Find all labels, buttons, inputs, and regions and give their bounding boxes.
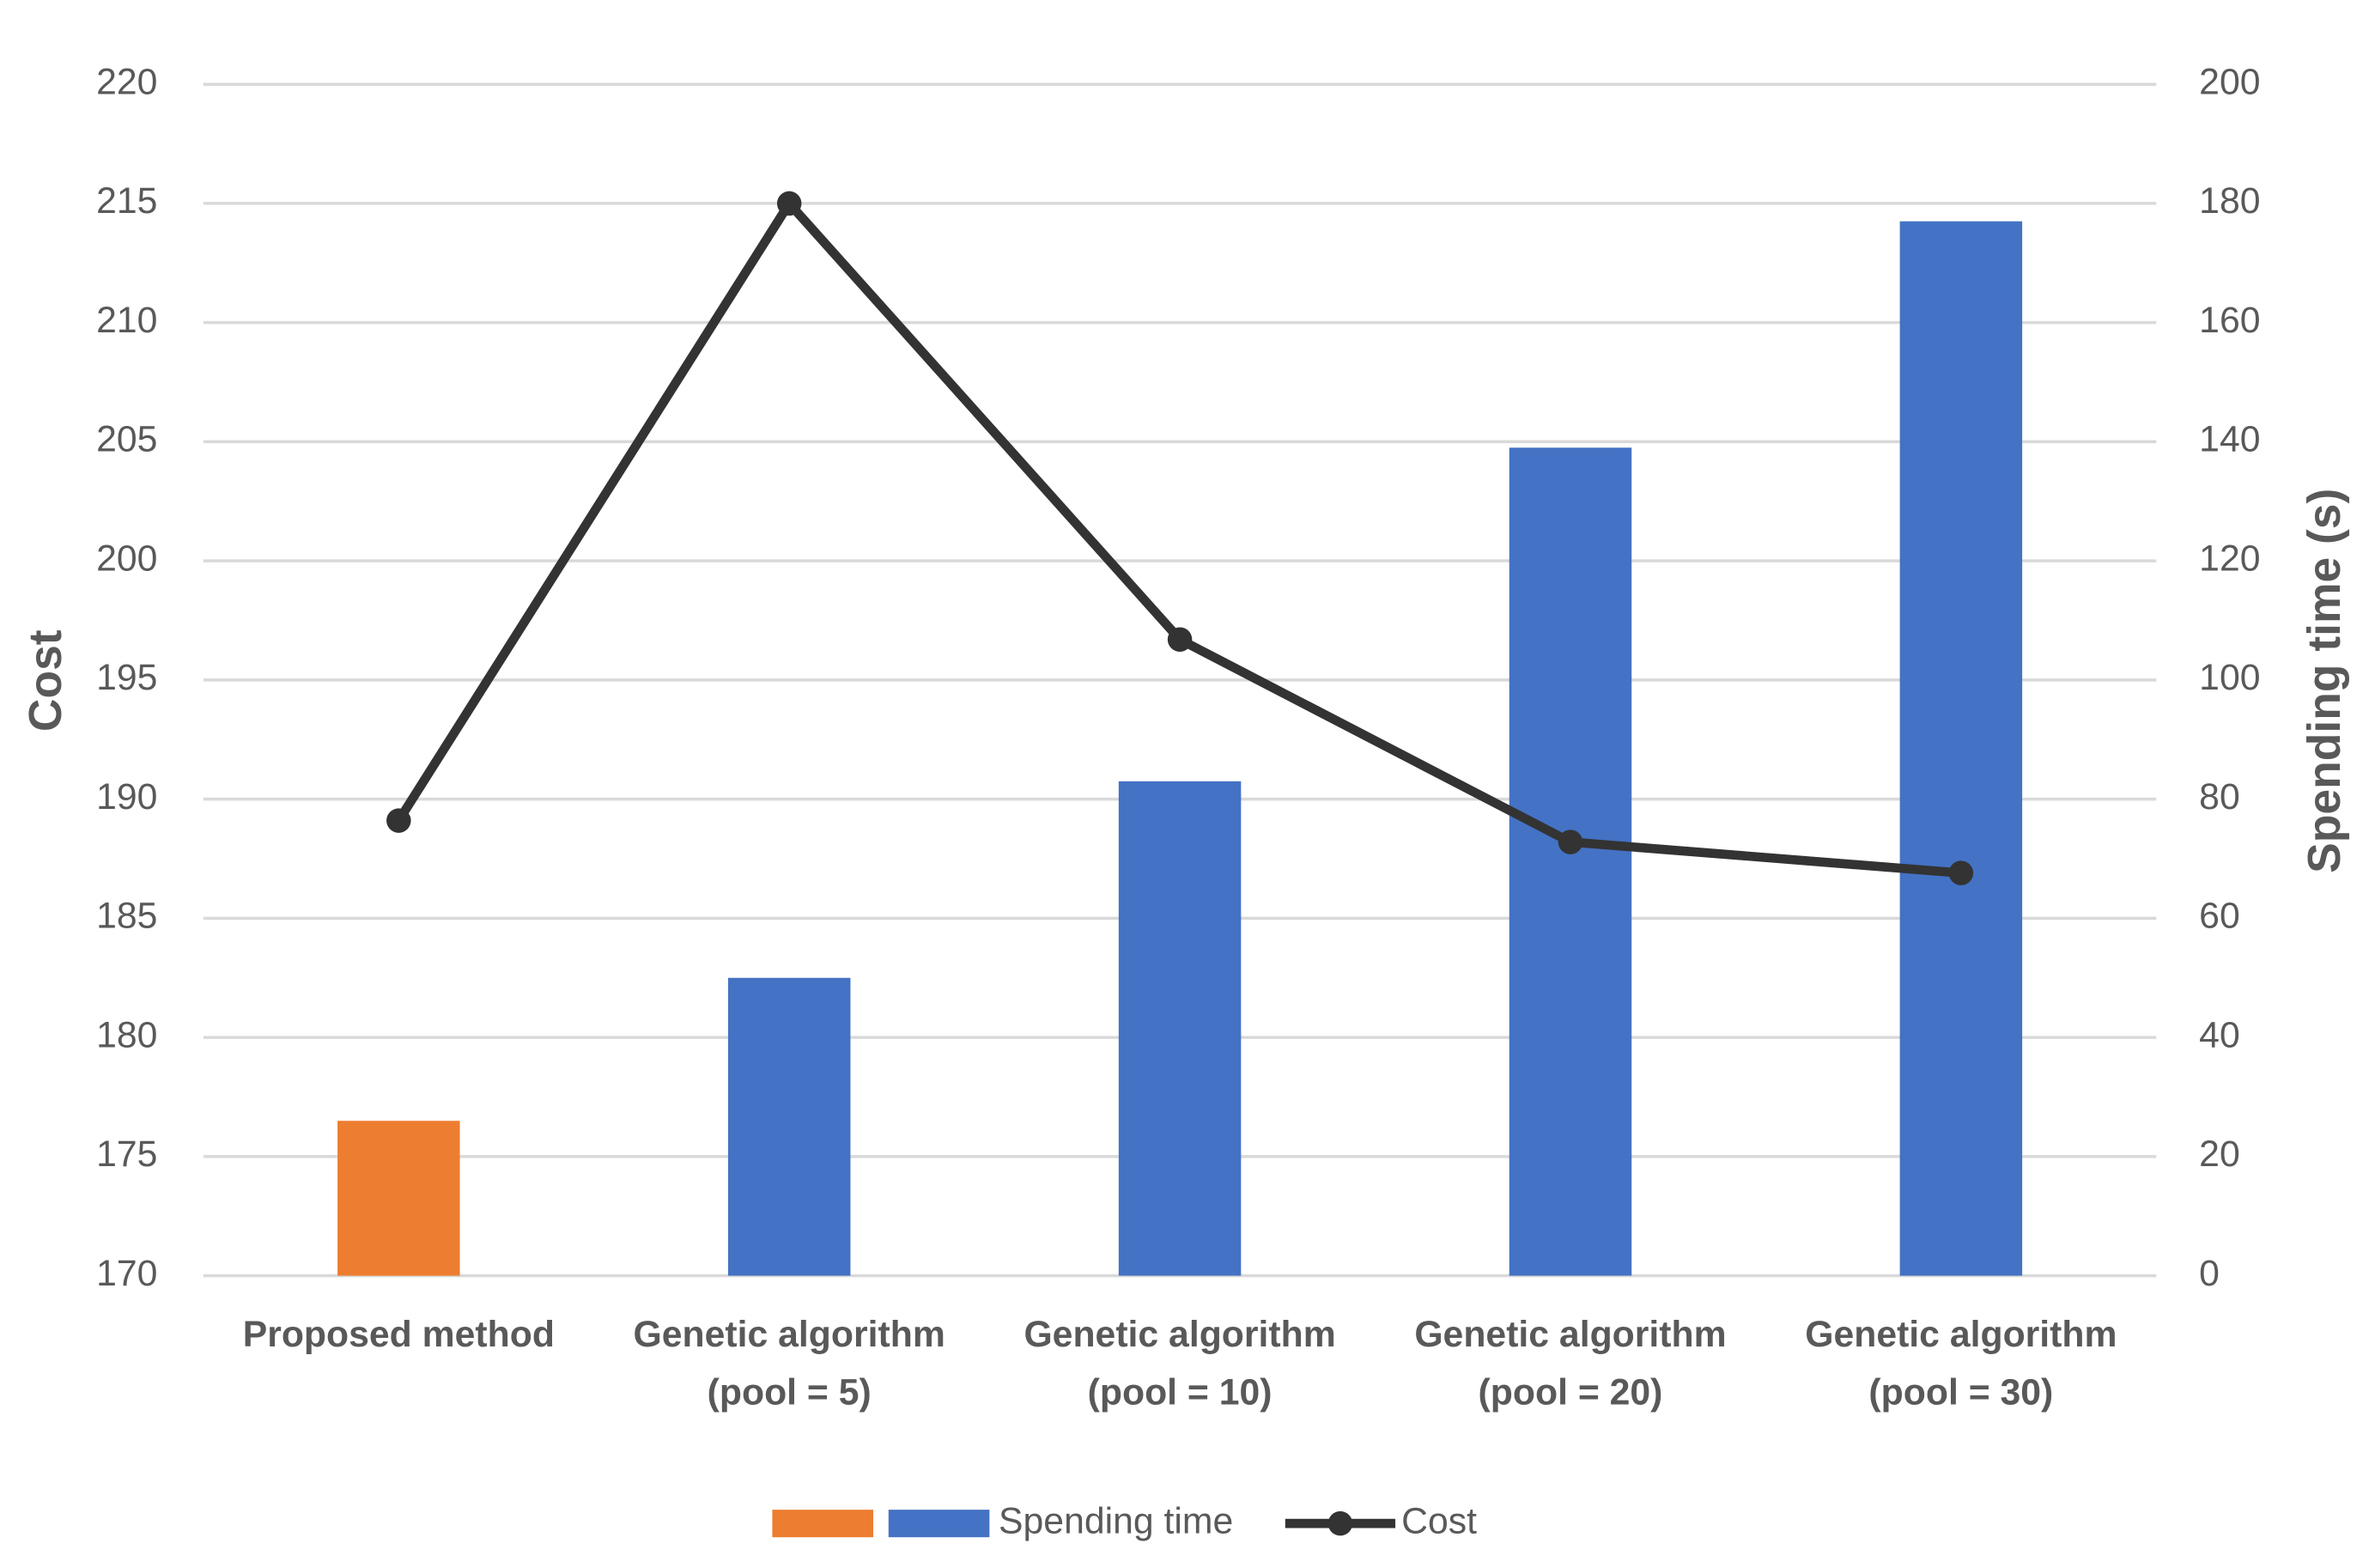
cost-marker — [776, 191, 802, 216]
y-tick-label: 215 — [96, 180, 157, 222]
cost-marker — [1948, 860, 1974, 885]
y-tick-label: 190 — [96, 776, 157, 817]
y2-tick-label: 160 — [2199, 300, 2260, 341]
y-axis-title: Cost — [21, 629, 71, 732]
y-tick-label: 205 — [96, 419, 157, 460]
legend-marker — [1327, 1510, 1353, 1536]
bar — [1899, 221, 2023, 1276]
y-tick-label: 210 — [96, 300, 157, 341]
y-tick-label: 195 — [96, 657, 157, 698]
y2-tick-label: 80 — [2199, 776, 2240, 817]
y2-tick-label: 0 — [2199, 1253, 2220, 1294]
x-tick-label: Genetic algorithm (pool = 5) — [634, 1314, 945, 1413]
x-tick-label: Genetic algorithm (pool = 20) — [1414, 1314, 1726, 1413]
y2-tick-label: 100 — [2199, 657, 2260, 698]
cost-marker — [1558, 830, 1583, 854]
y-tick-label: 170 — [96, 1253, 157, 1294]
cost-marker — [386, 808, 411, 833]
legend-swatch — [888, 1510, 990, 1538]
bar — [1118, 781, 1242, 1276]
y2-tick-label: 180 — [2199, 180, 2260, 222]
y2-axis-title: Spending time (s) — [2299, 489, 2350, 873]
cost-marker — [1167, 627, 1193, 652]
legend-label: Cost — [1401, 1500, 1477, 1541]
bar — [337, 1121, 460, 1276]
cost-line — [394, 198, 1962, 878]
y2-tick-label: 40 — [2199, 1014, 2240, 1055]
y-tick-label: 180 — [96, 1014, 157, 1055]
y2-tick-label: 200 — [2199, 61, 2260, 102]
y2-tick-label: 140 — [2199, 419, 2260, 460]
y2-tick-label: 120 — [2199, 538, 2260, 579]
bar — [727, 977, 851, 1276]
y2-tick-label: 60 — [2199, 896, 2240, 937]
y2-tick-label: 20 — [2199, 1133, 2240, 1175]
y-tick-label: 220 — [96, 61, 157, 102]
y-tick-label: 200 — [96, 538, 157, 579]
x-tick-label: Genetic algorithm (pool = 30) — [1805, 1314, 2117, 1413]
y-tick-label: 175 — [96, 1133, 157, 1175]
legend-label: Spending time — [999, 1500, 1233, 1541]
y-tick-label: 185 — [96, 896, 157, 937]
bar — [1509, 447, 1632, 1276]
x-tick-label: Genetic algorithm (pool = 10) — [1023, 1314, 1335, 1413]
x-tick-label: Proposed method — [243, 1314, 555, 1355]
legend-swatch — [772, 1510, 873, 1538]
